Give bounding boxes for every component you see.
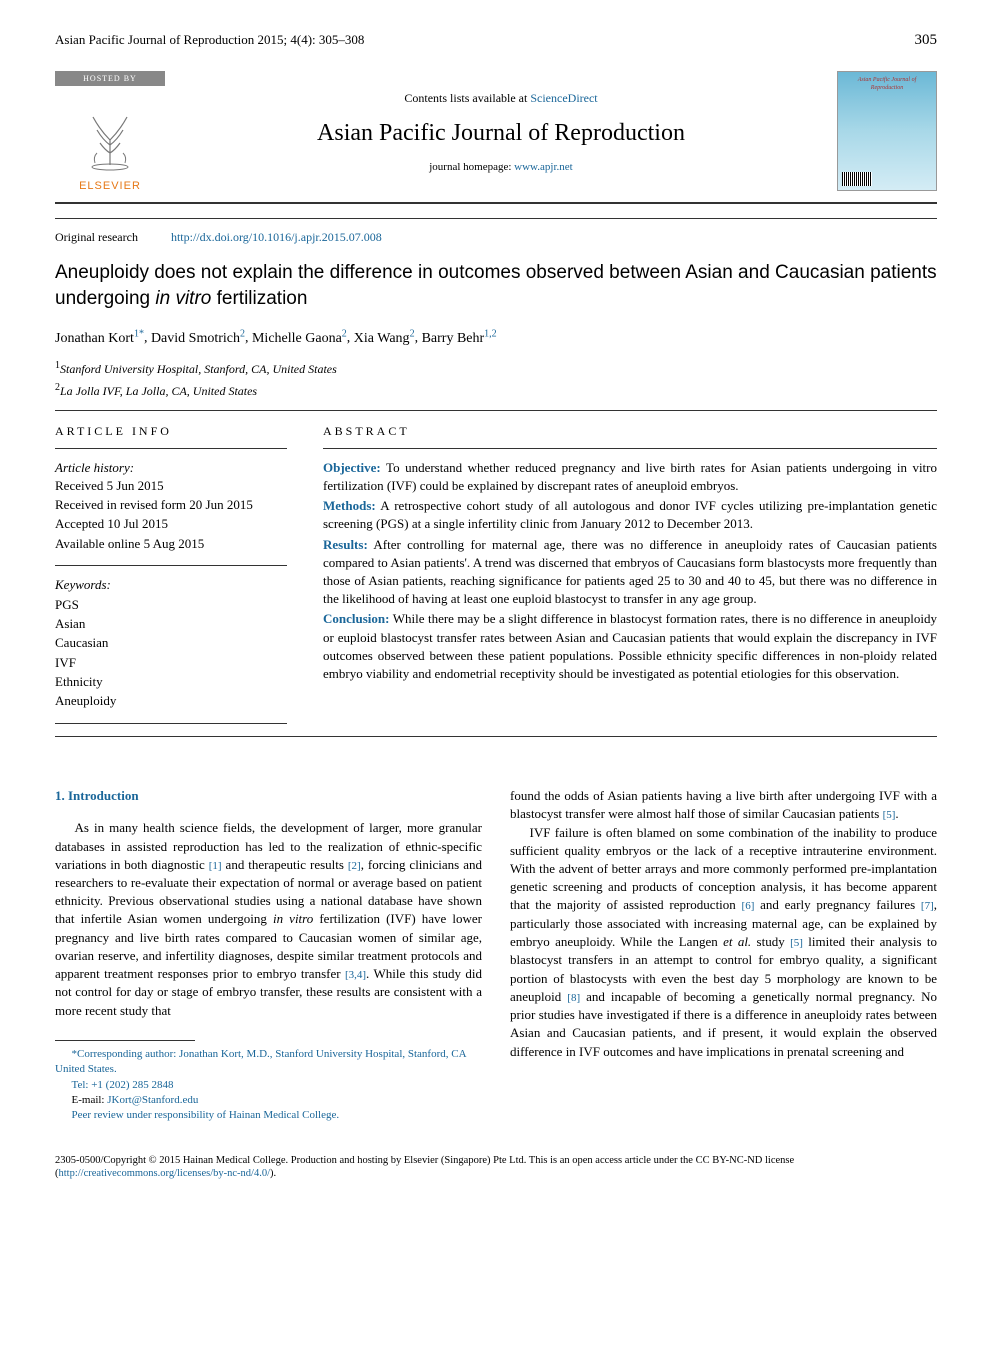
doi-link[interactable]: http://dx.doi.org/10.1016/j.apjr.2015.07… (171, 230, 382, 244)
sciencedirect-link[interactable]: ScienceDirect (530, 91, 597, 105)
right-column: found the odds of Asian patients having … (510, 787, 937, 1124)
publisher-box: HOSTED BY ELSEVIER (55, 71, 165, 194)
article-type-row: Original research http://dx.doi.org/10.1… (55, 229, 937, 246)
body-paragraph: found the odds of Asian patients having … (510, 787, 937, 824)
barcode-icon (842, 172, 872, 186)
abstract-heading: ABSTRACT (323, 423, 937, 449)
keyword: IVF (55, 654, 287, 672)
history-item: Accepted 10 Jul 2015 (55, 515, 287, 533)
elsevier-logo: ELSEVIER (65, 94, 155, 194)
page-number: 305 (915, 30, 938, 51)
keyword: Asian (55, 615, 287, 633)
banner-center: Contents lists available at ScienceDirec… (165, 71, 837, 194)
body-paragraph: IVF failure is often blamed on some comb… (510, 824, 937, 1061)
history-label: Article history: (55, 459, 287, 477)
keywords-label: Keywords: (55, 576, 287, 594)
license-link[interactable]: http://creativecommons.org/licenses/by-n… (59, 1168, 271, 1179)
author: David Smotrich2 (151, 331, 245, 346)
author: Michelle Gaona2 (252, 331, 347, 346)
tree-icon (75, 105, 145, 175)
body-text: 1. Introduction As in many health scienc… (55, 787, 937, 1124)
keywords-block: Keywords: PGS Asian Caucasian IVF Ethnic… (55, 565, 287, 724)
methods-label: Methods: (323, 498, 376, 513)
keyword: PGS (55, 596, 287, 614)
article-title: Aneuploidy does not explain the differen… (55, 260, 937, 311)
keyword: Aneuploidy (55, 692, 287, 710)
hosted-by-label: HOSTED BY (55, 71, 165, 86)
peer-review-footnote: Peer review under responsibility of Hain… (55, 1108, 482, 1123)
citation-link[interactable]: [2] (348, 860, 361, 872)
left-column: 1. Introduction As in many health scienc… (55, 787, 482, 1124)
copyright-footer: 2305-0500/Copyright © 2015 Hainan Medica… (55, 1154, 937, 1181)
history-item: Available online 5 Aug 2015 (55, 535, 287, 553)
abstract: ABSTRACT Objective: To understand whethe… (305, 411, 937, 736)
footnote-divider (55, 1040, 195, 1041)
journal-title: Asian Pacific Journal of Reproduction (165, 117, 837, 151)
corresponding-author-footnote: *Corresponding author: Jonathan Kort, M.… (55, 1047, 482, 1078)
author-list: Jonathan Kort1*, David Smotrich2, Michel… (55, 327, 937, 348)
citation-link[interactable]: [5] (883, 809, 896, 821)
affiliation: 2La Jolla IVF, La Jolla, CA, United Stat… (55, 381, 937, 400)
journal-cover-thumbnail: Asian Pacific Journal of Reproduction (837, 71, 937, 191)
article-type: Original research (55, 230, 138, 244)
citation-link[interactable]: [7] (921, 900, 934, 912)
info-abstract-block: ARTICLE INFO Article history: Received 5… (55, 410, 937, 737)
divider (55, 218, 937, 219)
elsevier-wordmark: ELSEVIER (79, 179, 141, 194)
running-header: Asian Pacific Journal of Reproduction 20… (55, 30, 937, 51)
article-info: ARTICLE INFO Article history: Received 5… (55, 411, 305, 736)
keyword: Caucasian (55, 634, 287, 652)
history-item: Received 5 Jun 2015 (55, 477, 287, 495)
body-paragraph: As in many health science fields, the de… (55, 819, 482, 1019)
citation-link[interactable]: [3,4] (345, 969, 366, 981)
email-footnote: E-mail: JKort@Stanford.edu (55, 1093, 482, 1108)
citation-link[interactable]: [6] (742, 900, 755, 912)
author: Xia Wang2 (354, 331, 415, 346)
affiliation: 1Stanford University Hospital, Stanford,… (55, 359, 937, 378)
email-link[interactable]: JKort@Stanford.edu (107, 1094, 198, 1106)
tel-footnote: Tel: +1 (202) 285 2848 (55, 1078, 482, 1093)
journal-homepage: journal homepage: www.apjr.net (165, 160, 837, 175)
conclusion-label: Conclusion: (323, 611, 389, 626)
author: Barry Behr1,2 (422, 331, 497, 346)
results-label: Results: (323, 537, 368, 552)
journal-banner: HOSTED BY ELSEVIER Contents lists availa… (55, 71, 937, 204)
objective-label: Objective: (323, 460, 381, 475)
homepage-link[interactable]: www.apjr.net (514, 161, 573, 173)
citation-link[interactable]: [5] (790, 937, 803, 949)
citation-link[interactable]: [1] (209, 860, 222, 872)
contents-available: Contents lists available at ScienceDirec… (165, 90, 837, 107)
citation-link[interactable]: [8] (567, 992, 580, 1004)
history-item: Received in revised form 20 Jun 2015 (55, 496, 287, 514)
article-info-heading: ARTICLE INFO (55, 423, 287, 449)
author: Jonathan Kort1* (55, 331, 144, 346)
keyword: Ethnicity (55, 673, 287, 691)
journal-reference: Asian Pacific Journal of Reproduction 20… (55, 31, 364, 49)
introduction-heading: 1. Introduction (55, 787, 482, 805)
